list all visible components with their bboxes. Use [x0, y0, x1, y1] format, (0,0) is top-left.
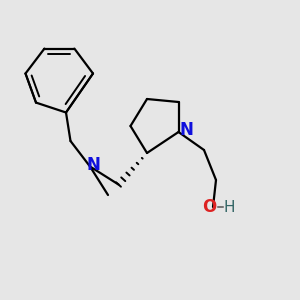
Text: H: H — [224, 200, 235, 214]
Text: N: N — [87, 156, 100, 174]
Text: O: O — [202, 198, 216, 216]
Text: N: N — [179, 121, 193, 139]
